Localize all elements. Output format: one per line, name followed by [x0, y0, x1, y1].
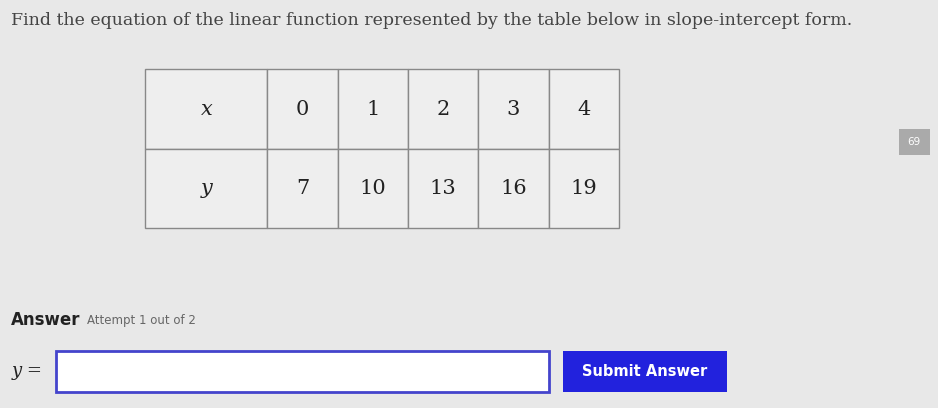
Bar [267, 149, 338, 228]
Text: 4: 4 [577, 100, 591, 119]
Text: 10: 10 [359, 179, 386, 198]
Bar [478, 149, 549, 228]
Text: Find the equation of the linear function represented by the table below in slope: Find the equation of the linear function… [11, 12, 853, 29]
Text: 2: 2 [436, 100, 450, 119]
Bar [549, 69, 619, 149]
Bar [56, 351, 549, 392]
Text: x: x [201, 100, 212, 119]
Bar [338, 149, 408, 228]
Bar [408, 69, 478, 149]
Text: 69: 69 [907, 137, 921, 147]
Text: Submit Answer: Submit Answer [582, 364, 707, 379]
Text: 1: 1 [366, 100, 380, 119]
Text: 16: 16 [500, 179, 527, 198]
Bar [549, 149, 619, 228]
Text: 7: 7 [295, 179, 310, 198]
Bar [338, 69, 408, 149]
Text: 13: 13 [430, 179, 457, 198]
Bar [145, 69, 267, 149]
Bar [478, 69, 549, 149]
Text: Attempt 1 out of 2: Attempt 1 out of 2 [87, 314, 196, 327]
Text: 0: 0 [295, 100, 310, 119]
Bar [145, 149, 267, 228]
Bar [267, 69, 338, 149]
Text: 19: 19 [570, 179, 598, 198]
Text: y =: y = [11, 362, 42, 380]
Bar [408, 149, 478, 228]
Bar [563, 351, 727, 392]
Text: 3: 3 [507, 100, 521, 119]
Bar [899, 129, 930, 155]
Text: y: y [201, 179, 212, 198]
Text: Answer: Answer [11, 311, 81, 329]
